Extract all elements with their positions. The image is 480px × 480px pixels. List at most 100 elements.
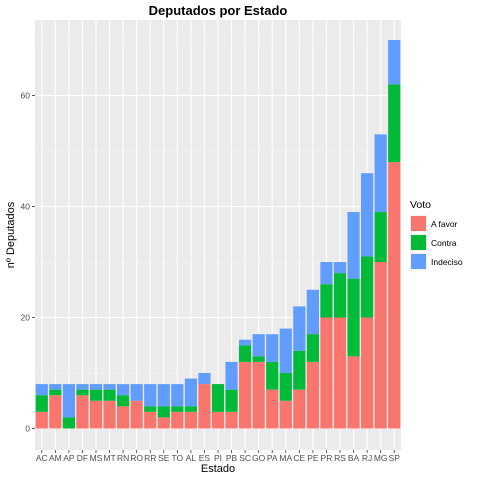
bar-ms-indeciso: [89, 384, 103, 390]
bar-sc-contra: [239, 345, 252, 362]
bar-am-a-favor: [49, 395, 62, 429]
bar-ms-contra: [89, 389, 103, 401]
bar-al-indeciso: [184, 378, 197, 407]
bar-ms-a-favor: [89, 400, 103, 429]
bar-rr-contra: [144, 406, 157, 412]
x-tick-label: PB: [226, 453, 238, 463]
x-tick-label: AP: [63, 453, 75, 463]
bar-go-indeciso: [252, 334, 265, 357]
bar-sc-a-favor: [239, 361, 252, 429]
bar-go-a-favor: [252, 361, 265, 429]
y-axis: 0 20 40 60: [21, 91, 35, 434]
bar-ce-a-favor: [293, 389, 306, 429]
bar-rr-a-favor: [144, 411, 157, 429]
x-tick-label: TO: [172, 453, 184, 463]
bar-ac-contra: [35, 395, 48, 412]
legend-key-indeciso: [411, 254, 426, 269]
bar-rs-a-favor: [333, 317, 347, 429]
bar-sp-indeciso: [388, 40, 401, 85]
bar-ac-a-favor: [35, 411, 48, 429]
bar-se-a-favor: [157, 417, 170, 429]
bar-rj-indeciso: [361, 173, 374, 257]
x-tick-label: BA: [348, 453, 360, 463]
bar-rj-contra: [361, 256, 374, 318]
legend: Voto A favor Contra Indeciso: [410, 199, 463, 270]
x-tick-label: PR: [321, 453, 333, 463]
x-tick-label: SP: [389, 453, 401, 463]
bar-pr-contra: [320, 284, 333, 318]
x-tick-label: RN: [117, 453, 129, 463]
bar-ma-indeciso: [279, 328, 292, 373]
bar-to-indeciso: [171, 384, 184, 407]
x-tick-label: AC: [36, 453, 48, 463]
bar-pr-indeciso: [320, 262, 333, 285]
bar-es-a-favor: [198, 384, 211, 429]
legend-label: A favor: [431, 219, 458, 229]
bar-rn-a-favor: [117, 406, 130, 429]
bar-pi-contra: [211, 384, 225, 412]
x-tick-label: MG: [374, 453, 388, 463]
bar-pa-a-favor: [266, 389, 279, 429]
x-axis: AC AM AP DF MS MT RN RO RR SE TO AL ES PI PB SC GO PA MA CE…: [36, 450, 400, 463]
bar-ce-contra: [293, 350, 306, 390]
bar-ap-indeciso: [62, 384, 75, 418]
bar-pe-a-favor: [306, 361, 319, 429]
y-tick-label: 60: [21, 91, 31, 101]
legend-title: Voto: [410, 199, 431, 211]
bar-ba-contra: [347, 278, 360, 357]
bar-rr-indeciso: [144, 384, 157, 407]
bar-df-a-favor: [76, 395, 89, 429]
x-tick-label: CE: [293, 453, 305, 463]
bar-df-indeciso: [76, 384, 89, 390]
bar-ba-a-favor: [347, 356, 360, 429]
bar-to-contra: [171, 406, 184, 412]
bar-ba-indeciso: [347, 212, 360, 279]
y-tick-label: 20: [21, 313, 31, 323]
bar-ro-a-favor: [130, 400, 143, 429]
bar-ac-indeciso: [35, 384, 48, 396]
y-axis-title: nº Deputados: [5, 201, 17, 268]
chart-title: Deputados por Estado: [149, 3, 288, 18]
bars: [35, 40, 401, 429]
x-tick-label: PE: [307, 453, 319, 463]
bar-sc-indeciso: [239, 339, 252, 346]
bar-pa-indeciso: [266, 334, 279, 362]
bar-pb-contra: [225, 389, 238, 412]
bar-am-contra: [49, 389, 62, 396]
x-tick-label: MT: [103, 453, 115, 463]
bar-mt-indeciso: [103, 384, 116, 390]
bar-rn-indeciso: [117, 384, 130, 396]
bar-se-indeciso: [157, 384, 170, 407]
bar-sp-contra: [388, 84, 401, 163]
x-tick-label: MS: [90, 453, 103, 463]
bar-ma-a-favor: [279, 400, 292, 429]
bar-ap-contra: [62, 417, 75, 429]
bar-mg-a-favor: [374, 262, 387, 429]
bar-pb-a-favor: [225, 411, 238, 429]
bar-al-contra: [184, 406, 197, 412]
x-tick-label: RR: [144, 453, 156, 463]
bar-mg-indeciso: [374, 134, 387, 213]
bar-rs-contra: [333, 273, 347, 318]
bar-mt-contra: [103, 389, 116, 401]
x-tick-label: RS: [334, 453, 346, 463]
bar-pr-a-favor: [320, 317, 333, 429]
x-tick-label: SC: [239, 453, 251, 463]
bar-rn-contra: [117, 395, 130, 407]
x-tick-label: PA: [267, 453, 278, 463]
bar-pe-indeciso: [306, 289, 319, 335]
x-tick-label: RJ: [362, 453, 372, 463]
legend-key-a-favor: [411, 216, 426, 231]
bar-rj-a-favor: [361, 317, 374, 429]
bar-to-a-favor: [171, 411, 184, 429]
bar-ce-indeciso: [293, 306, 306, 351]
bar-mt-a-favor: [103, 400, 116, 429]
bar-df-contra: [76, 389, 89, 396]
x-tick-label: AM: [49, 453, 62, 463]
x-tick-label: ES: [199, 453, 211, 463]
bar-pb-indeciso: [225, 361, 238, 390]
legend-label: Contra: [431, 238, 457, 248]
bar-pi-a-favor: [211, 411, 225, 429]
bar-pe-contra: [306, 334, 319, 362]
